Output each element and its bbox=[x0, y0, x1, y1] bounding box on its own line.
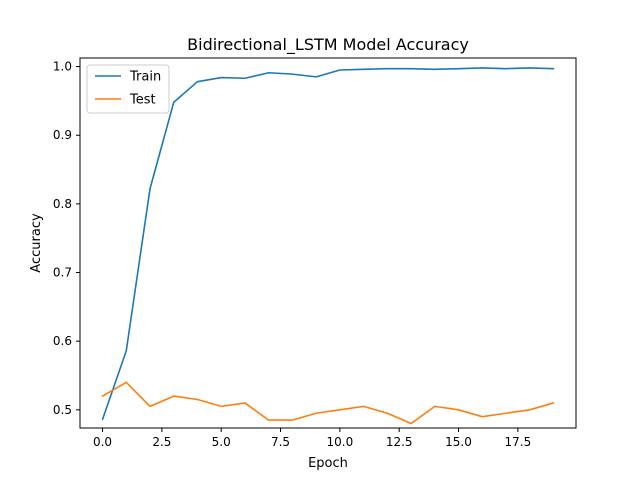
x-tick-label: 2.5 bbox=[152, 435, 171, 449]
chart-title: Bidirectional_LSTM Model Accuracy bbox=[187, 35, 469, 55]
y-tick-label: 0.7 bbox=[53, 266, 72, 280]
x-tick-label: 5.0 bbox=[212, 435, 231, 449]
y-tick-label: 0.9 bbox=[53, 128, 72, 142]
x-axis-ticks: 0.0 2.5 5.0 7.5 10.0 12.5 15.0 17.5 bbox=[93, 428, 531, 449]
plot-frame bbox=[79, 57, 577, 429]
y-tick-label: 0.6 bbox=[53, 334, 72, 348]
x-tick-label: 12.5 bbox=[386, 435, 413, 449]
legend: Train Test bbox=[86, 64, 170, 114]
series-lines bbox=[101, 67, 555, 425]
y-tick-label: 1.0 bbox=[53, 60, 72, 74]
x-tick-label: 15.0 bbox=[445, 435, 472, 449]
y-tick-label: 0.5 bbox=[53, 403, 72, 417]
legend-label-test: Test bbox=[129, 93, 156, 108]
y-axis-ticks: 0.5 0.6 0.7 0.8 0.9 1.0 bbox=[53, 60, 80, 417]
y-tick-label: 0.8 bbox=[53, 197, 72, 211]
x-tick-label: 0.0 bbox=[93, 435, 112, 449]
x-tick-label: 17.5 bbox=[504, 435, 531, 449]
series-line-test bbox=[101, 381, 555, 425]
legend-label-train: Train bbox=[129, 70, 161, 85]
series-line-train bbox=[101, 67, 555, 421]
x-tick-label: 7.5 bbox=[271, 435, 290, 449]
x-tick-label: 10.0 bbox=[327, 435, 354, 449]
legend-box bbox=[86, 64, 170, 114]
y-axis-label: Accuracy bbox=[29, 213, 44, 273]
x-axis-label: Epoch bbox=[308, 456, 348, 471]
